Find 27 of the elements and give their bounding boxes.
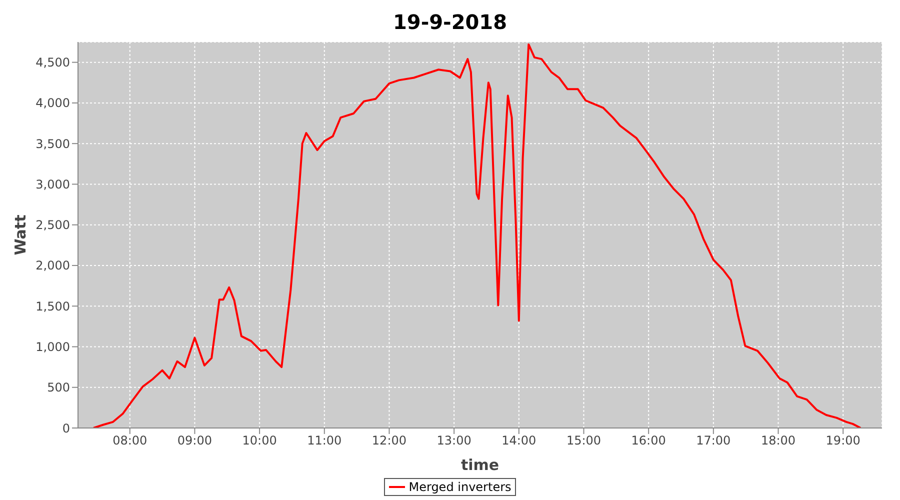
y-tick-label: 1,000: [36, 340, 70, 354]
y-tick-label: 3,500: [36, 136, 70, 151]
x-tick-label: 09:00: [177, 434, 212, 448]
x-tick-label: 12:00: [372, 434, 407, 448]
x-tick-label: 13:00: [436, 434, 472, 448]
x-tick-label: 14:00: [502, 434, 536, 448]
y-tick-label: 2,000: [36, 258, 70, 273]
x-tick-label: 18:00: [760, 434, 796, 448]
x-tick-label: 08:00: [112, 434, 148, 448]
x-tick-label: 16:00: [631, 434, 666, 448]
y-tick-label: 2,500: [36, 218, 70, 232]
y-tick-label: 4,500: [36, 56, 70, 70]
x-tick-label: 17:00: [696, 434, 731, 448]
legend-label: Merged inverters: [408, 480, 512, 494]
x-axis-title: time: [460, 456, 500, 474]
x-tick-label: 11:00: [307, 434, 342, 448]
y-tick-label: 3,000: [36, 177, 70, 192]
x-tick-label: 10:00: [242, 434, 277, 448]
line-series: [92, 43, 862, 428]
chart-title: 19-9-2018: [392, 9, 508, 36]
y-tick-label: 500: [47, 380, 70, 395]
x-tick-label: 19:00: [826, 434, 860, 448]
y-tick-label: 1,500: [36, 299, 70, 314]
y-tick-label: 0: [62, 421, 70, 436]
x-tick-label: 15:00: [566, 434, 602, 448]
y-axis-title: Watt: [11, 214, 30, 256]
y-tick-label: 4,000: [36, 96, 70, 110]
